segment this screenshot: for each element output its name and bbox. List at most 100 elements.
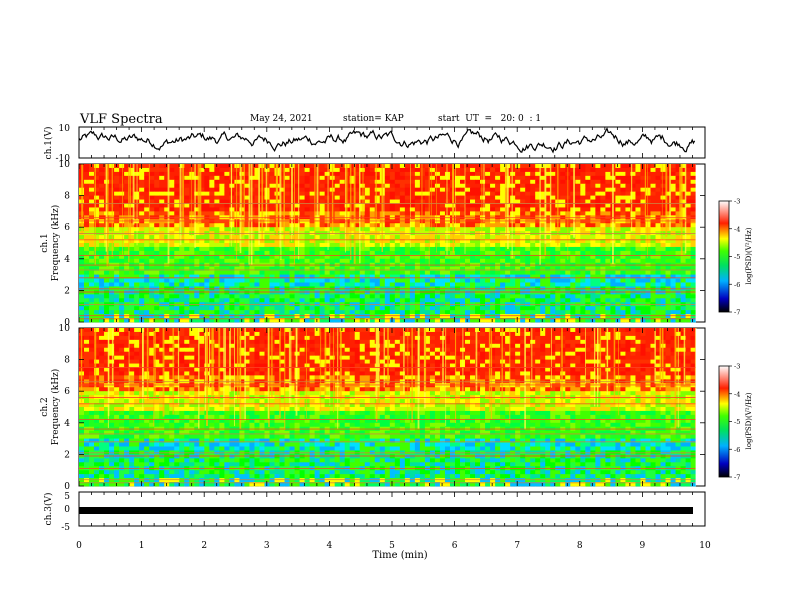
spectrogram-cell [214, 235, 220, 240]
spectrogram-cell [500, 246, 506, 252]
spectrogram-cell [615, 298, 621, 303]
spectrogram-cell [550, 187, 556, 193]
spectrogram-cell [204, 314, 210, 319]
spectrogram-cell [690, 235, 697, 240]
spectrogram-cell [274, 254, 280, 260]
spectrogram-cell [580, 207, 586, 212]
spectrogram-cell [159, 171, 165, 177]
spectrogram-cell [485, 171, 491, 177]
spectrogram-cell [259, 306, 265, 311]
spectrogram-cell [404, 290, 411, 295]
spectrogram-cell [209, 199, 215, 204]
spectrogram-cell [565, 290, 571, 295]
spectrogram-cell [144, 203, 150, 208]
spectrogram-cell [525, 278, 531, 283]
spectrogram-cell [114, 246, 120, 252]
spectrogram-cell [680, 306, 686, 311]
spectrogram-cell [319, 167, 326, 173]
spectrogram-cell [349, 274, 356, 279]
spectrogram-cell [374, 179, 381, 185]
spectrogram-cell [189, 310, 195, 315]
spectrogram-cell [299, 167, 305, 173]
spectrogram-cell [194, 250, 200, 256]
spectrogram-cell [680, 294, 686, 299]
spectrogram-cell [334, 187, 341, 193]
spectrogram-cell [690, 298, 697, 303]
spectrogram-cell [485, 164, 491, 169]
spectrogram-cell [530, 282, 536, 287]
spectrogram-cell [399, 298, 406, 303]
spectrogram-cell [359, 310, 366, 315]
spectrogram-cell [99, 171, 105, 177]
spectrogram-cell [394, 294, 401, 299]
spectrogram-cell [349, 290, 356, 295]
spectrogram-cell [144, 171, 150, 177]
spectrogram-cell [319, 294, 326, 299]
spectrogram-cell [154, 179, 160, 185]
spectrogram-cell [209, 219, 215, 224]
spectrogram-cell [309, 219, 316, 224]
spectrogram-cell [605, 239, 611, 244]
spectrogram-cell [339, 171, 346, 177]
spectrogram-cell [269, 246, 275, 252]
spectrogram-cell [339, 203, 346, 208]
spectrogram-cell [309, 171, 316, 177]
spectrogram-cell [535, 274, 541, 279]
spectrogram-cell [434, 211, 441, 216]
spectrogram-cell [680, 203, 686, 208]
spectrogram-cell [184, 203, 190, 208]
spectrogram-cell [194, 258, 200, 264]
spectrogram-cell [404, 187, 411, 193]
spectrogram-cell [79, 318, 85, 323]
spectrogram-cell [229, 274, 235, 279]
spectrogram-cell [404, 282, 411, 287]
spectrogram-cell [680, 235, 686, 240]
spectrogram-cell [314, 318, 321, 323]
spectrogram-cell [209, 203, 215, 208]
spectrogram-cell [454, 306, 461, 311]
spectrogram-cell [339, 219, 346, 224]
spectrogram-cell [94, 195, 100, 200]
spectrogram-cell [84, 298, 90, 303]
spectrogram-cell [144, 167, 150, 173]
spectrogram-cell [179, 306, 185, 311]
spectrogram-cell [424, 211, 431, 216]
spectrogram-cell [570, 290, 576, 295]
spectrogram-cell [319, 243, 326, 248]
spectrogram-cell [690, 187, 697, 193]
spectrogram-cell [565, 282, 571, 287]
spectrogram-cell [169, 270, 175, 275]
spectrogram-cell [595, 187, 601, 193]
spectrogram-cell [655, 306, 661, 311]
spectrogram-cell [324, 250, 331, 256]
spectrogram-cell [339, 167, 346, 173]
spectrogram-cell [244, 306, 250, 311]
spectrogram-cell [94, 250, 100, 256]
spectrogram-cell [510, 298, 516, 303]
spectrogram-cell [199, 175, 205, 181]
spectrogram-cell [84, 270, 90, 275]
spectrogram-cell [154, 282, 160, 287]
spectrogram-cell [179, 195, 185, 200]
spectrogram-cell [129, 235, 135, 240]
spectrogram-cell [264, 290, 270, 295]
spectrogram-cell [249, 298, 255, 303]
spectrogram-cell [289, 266, 295, 272]
spectrogram-cell [209, 227, 215, 232]
spectrogram-cell [419, 318, 426, 323]
spectrogram-cell [434, 183, 441, 189]
spectrogram-cell [545, 223, 551, 228]
spectrogram-cell [414, 175, 421, 181]
spectrogram-cell [319, 187, 326, 193]
spectrogram-cell [399, 266, 406, 272]
spectrogram-cell [219, 207, 225, 212]
spectrogram-cell [480, 183, 486, 189]
spectrogram-cell [640, 298, 646, 303]
spectrogram-cell [570, 167, 576, 173]
spectrogram-cell [665, 227, 671, 232]
spectrogram-cell [294, 258, 300, 264]
spectrogram-cell [465, 274, 471, 279]
spectrogram-cell [630, 243, 636, 248]
spectrogram-cell [269, 243, 275, 248]
spectrogram-cell [254, 187, 260, 193]
